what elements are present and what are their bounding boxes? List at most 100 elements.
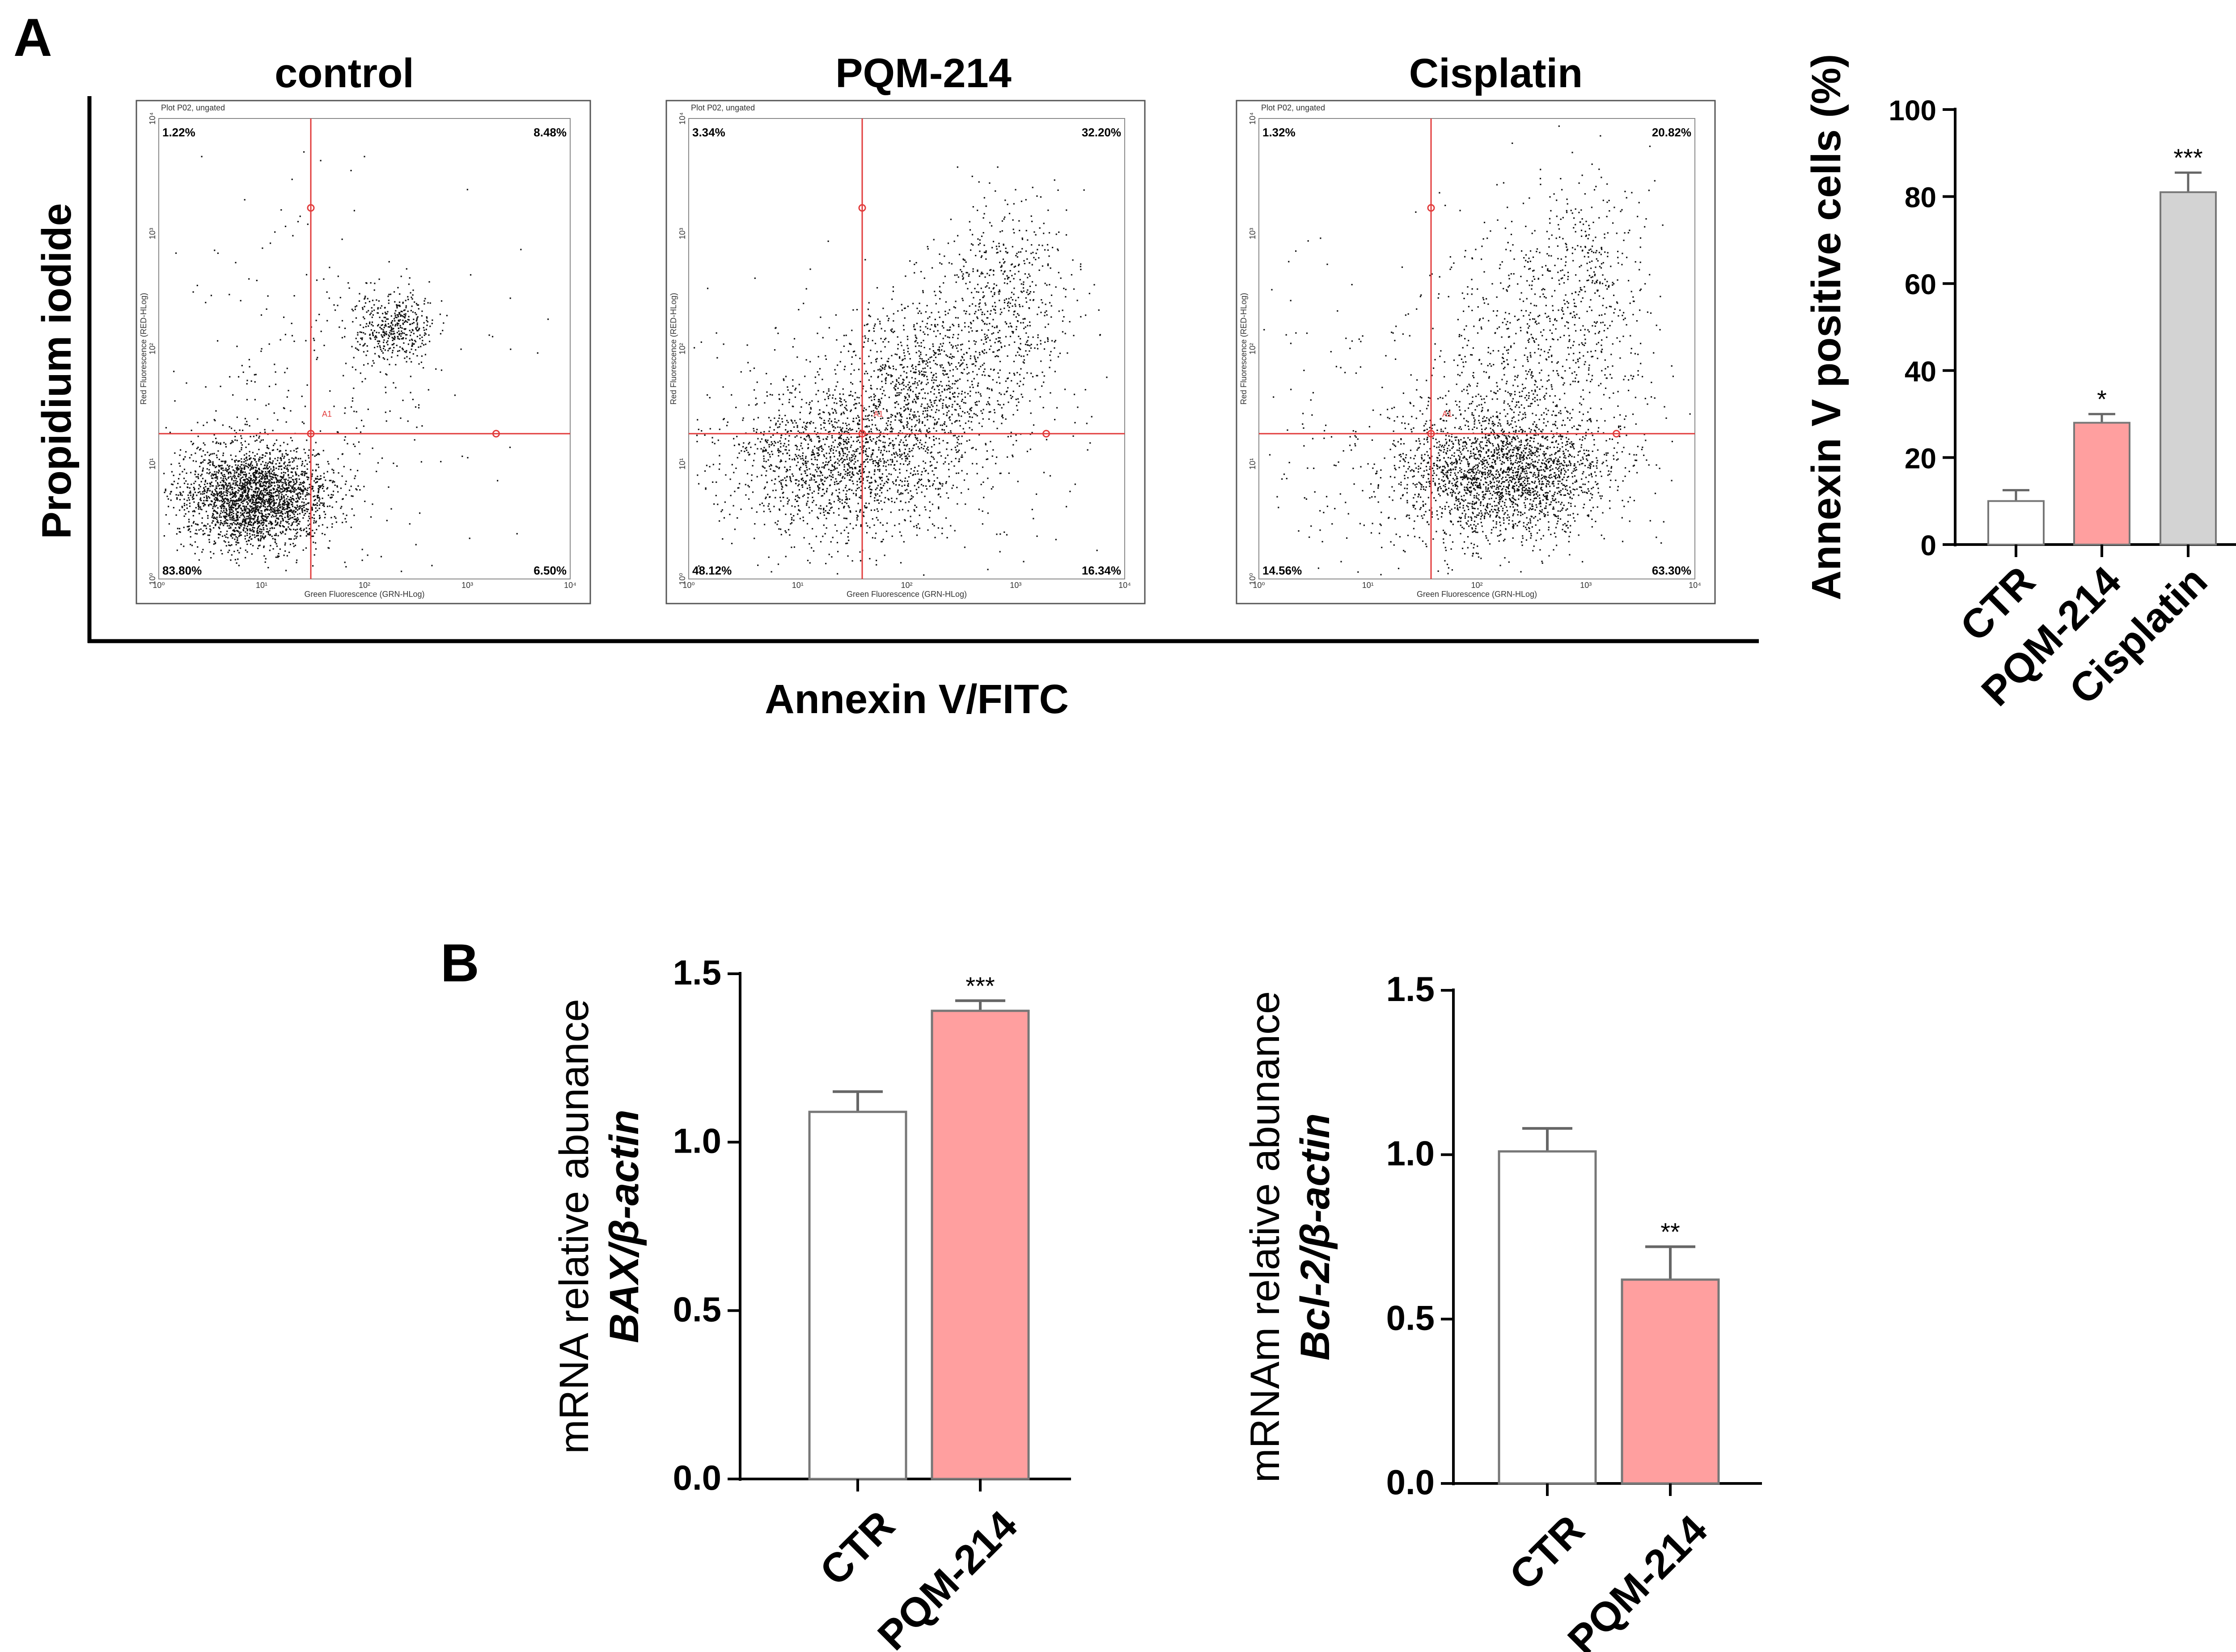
flow-event-dot xyxy=(260,314,263,316)
flow-event-dot xyxy=(192,522,194,524)
flow-event-dot xyxy=(335,517,337,519)
flow-event-dot xyxy=(292,486,294,488)
flow-event-dot xyxy=(833,426,834,427)
flow-event-dot xyxy=(384,307,386,309)
flow-event-dot xyxy=(267,487,269,489)
flow-event-dot xyxy=(290,477,292,479)
flow-event-dot xyxy=(261,503,263,505)
flow-event-dot xyxy=(256,494,258,496)
flow-event-dot xyxy=(216,477,217,479)
flow-event-dot xyxy=(1084,389,1086,391)
flow-event-dot xyxy=(782,403,783,405)
flow-event-dot xyxy=(787,503,788,505)
flow-event-dot xyxy=(841,404,843,406)
flow-event-dot xyxy=(223,476,224,477)
flow-event-dot xyxy=(301,508,303,510)
flow-event-dot xyxy=(835,450,837,452)
flow-event-dot xyxy=(257,497,258,499)
flow-event-dot xyxy=(252,452,254,453)
flow-event-dot xyxy=(299,215,301,217)
flow-event-dot xyxy=(344,436,346,438)
flow-event-dot xyxy=(251,495,253,497)
flow-event-dot xyxy=(288,499,290,500)
flow-event-dot xyxy=(278,491,280,493)
flow-event-dot xyxy=(927,317,929,319)
flow-event-dot xyxy=(268,403,270,405)
flow-event-dot xyxy=(879,458,881,460)
flow-event-dot xyxy=(167,498,169,500)
flow-event-dot xyxy=(410,292,411,294)
flow-event-dot xyxy=(388,302,390,304)
flow-event-dot xyxy=(284,461,286,463)
flow-event-dot xyxy=(213,495,215,497)
flow-event-dot xyxy=(249,458,251,460)
flow-event-dot xyxy=(763,450,765,452)
flow-event-dot xyxy=(412,398,414,401)
flow-event-dot xyxy=(220,443,221,445)
flow-event-dot xyxy=(421,355,423,357)
flow-event-dot xyxy=(240,532,242,533)
flow-event-dot xyxy=(245,491,246,493)
flow-event-dot xyxy=(285,465,287,467)
flow-event-dot xyxy=(345,363,347,364)
flow-event-dot xyxy=(214,493,216,495)
flow-event-dot xyxy=(241,468,243,469)
flow-event-dot xyxy=(868,482,870,484)
flow-event-dot xyxy=(344,412,346,414)
flow-event-dot xyxy=(224,486,225,488)
flow-event-dot xyxy=(301,473,303,475)
flow-event-dot xyxy=(804,482,805,483)
flow-event-dot xyxy=(315,507,317,509)
flow-event-dot xyxy=(301,471,303,473)
flow-event-dot xyxy=(257,547,259,549)
flow-event-dot xyxy=(275,534,277,537)
flow-event-dot xyxy=(931,456,932,457)
flow-event-dot xyxy=(351,366,353,368)
flow-event-dot xyxy=(239,524,241,526)
flow-event-dot xyxy=(313,520,315,522)
flow-event-dot xyxy=(224,541,226,543)
flow-event-dot xyxy=(401,315,403,317)
flow-event-dot xyxy=(863,511,864,513)
flow-event-dot xyxy=(415,313,417,315)
flow-event-dot xyxy=(305,494,307,496)
flow-event-dot xyxy=(393,462,394,464)
flow-event-dot xyxy=(244,535,246,537)
flow-event-dot xyxy=(888,365,890,367)
flow-event-dot xyxy=(833,512,834,514)
flow-event-dot xyxy=(402,323,404,325)
flow-event-dot xyxy=(824,465,826,466)
flow-event-dot xyxy=(846,442,848,444)
flow-event-dot xyxy=(271,521,272,523)
flow-event-dot xyxy=(919,448,920,450)
flow-event-dot xyxy=(222,523,224,524)
flow-event-dot xyxy=(219,528,220,529)
flow-event-dot xyxy=(393,382,394,384)
flow-event-dot xyxy=(224,462,226,464)
flow-event-dot xyxy=(932,470,933,472)
flow-event-dot xyxy=(806,469,808,471)
flow-event-dot xyxy=(805,429,807,431)
flow-event-dot xyxy=(845,493,847,495)
flow-event-dot xyxy=(834,483,836,485)
flow-event-dot xyxy=(297,501,299,503)
flow-event-dot xyxy=(771,451,773,452)
flow-event-dot xyxy=(829,394,831,396)
flow-event-dot xyxy=(838,432,840,434)
flow-event-dot xyxy=(396,332,398,334)
flow-event-dot xyxy=(825,562,827,565)
flow-event-dot xyxy=(842,477,843,479)
flow-event-dot xyxy=(874,493,876,495)
flow-event-dot xyxy=(236,530,237,532)
flow-event-dot xyxy=(765,439,767,441)
flow-event-dot xyxy=(905,502,906,503)
flow-event-dot xyxy=(883,390,885,392)
flow-event-dot xyxy=(258,468,260,470)
flow-event-dot xyxy=(264,509,266,511)
flow-event-dot xyxy=(799,391,801,393)
flow-event-dot xyxy=(274,509,276,511)
flow-event-dot xyxy=(386,342,388,343)
flow-event-dot xyxy=(949,419,951,421)
flow-event-dot xyxy=(275,533,277,535)
flow-event-dot xyxy=(224,502,225,504)
